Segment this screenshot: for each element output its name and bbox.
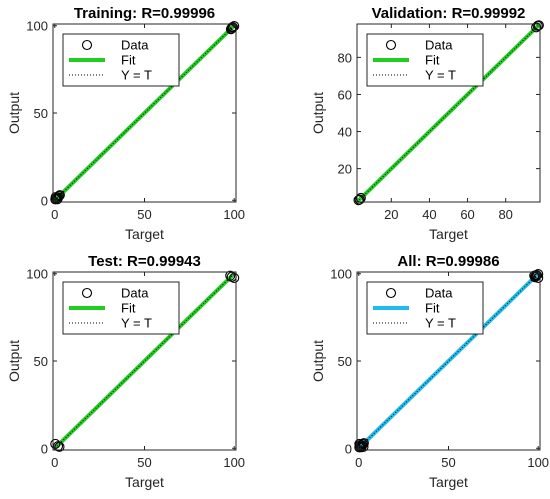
y-tick-label: 40 xyxy=(338,125,352,140)
data-point xyxy=(54,190,65,201)
x-tick-label: 60 xyxy=(460,207,474,222)
x-axis-label: Target xyxy=(429,474,468,490)
y-tick-label: 80 xyxy=(338,50,352,65)
legend-entry: Data xyxy=(121,286,149,301)
legend-data-marker xyxy=(385,287,397,299)
x-tick-label: 0 xyxy=(51,207,58,222)
x-tick-label: 80 xyxy=(498,207,512,222)
subplot-4: All: R=0.99986 0 50 100 0 50 100 Target Output Da… xyxy=(310,253,549,490)
legend-data-marker xyxy=(81,39,93,51)
legend-data-marker xyxy=(81,287,93,299)
data-point xyxy=(531,22,542,33)
y-equals-t-line xyxy=(356,23,541,203)
x-tick-label: 50 xyxy=(137,207,151,222)
subplot-3: Test: R=0.99943 0 50 100 0 50 100 Target Output D… xyxy=(6,253,245,490)
axes-box xyxy=(356,23,541,203)
data-point xyxy=(358,438,369,449)
x-axis-label: Target xyxy=(125,226,164,242)
y-tick-label: 0 xyxy=(345,441,352,456)
x-tick-label: 100 xyxy=(223,455,245,470)
y-tick-label: 100 xyxy=(26,19,48,34)
legend-entry: Y = T xyxy=(425,68,456,83)
legend-entry: Fit xyxy=(121,301,136,316)
y-tick-label: 0 xyxy=(41,441,48,456)
legend-entry: Y = T xyxy=(425,316,456,331)
y-tick-label: 60 xyxy=(338,87,352,102)
x-tick-label: 50 xyxy=(137,455,151,470)
legend-entry: Fit xyxy=(425,301,440,316)
subplot-1: Training: R=0.99996 0 50 100 0 50 100 Target Out… xyxy=(6,5,245,242)
chart-title: All: R=0.99986 xyxy=(397,253,499,270)
x-tick-label: 0 xyxy=(51,455,58,470)
x-tick-label: 100 xyxy=(223,207,245,222)
y-tick-label: 20 xyxy=(338,162,352,177)
y-axis-label: Output xyxy=(310,340,326,382)
legend-entry: Data xyxy=(425,286,453,301)
fit-line xyxy=(53,272,236,450)
y-axis-label: Output xyxy=(310,92,326,134)
fit-line xyxy=(357,272,540,450)
y-tick-label: 100 xyxy=(26,267,48,282)
y-tick-label: 100 xyxy=(330,267,352,282)
chart-title: Validation: R=0.99992 xyxy=(372,5,526,22)
legend-entry: Fit xyxy=(121,53,136,68)
y-axis-label: Output xyxy=(6,340,22,382)
legend-entry: Y = T xyxy=(121,68,152,83)
data-point xyxy=(533,20,544,31)
legend-data-marker xyxy=(385,39,397,51)
x-tick-label: 20 xyxy=(384,207,398,222)
y-tick-label: 50 xyxy=(34,106,48,121)
x-tick-label: 0 xyxy=(355,455,362,470)
x-tick-label: 100 xyxy=(527,455,549,470)
chart-title: Training: R=0.99996 xyxy=(74,5,215,22)
x-tick-label: 50 xyxy=(441,455,455,470)
x-axis-label: Target xyxy=(429,226,468,242)
legend-entry: Y = T xyxy=(121,316,152,331)
chart-title: Test: R=0.99943 xyxy=(88,253,201,270)
data-point xyxy=(354,194,365,205)
x-axis-label: Target xyxy=(125,474,164,490)
y-axis-label: Output xyxy=(6,92,22,134)
fit-line xyxy=(53,24,236,202)
data-point xyxy=(229,21,240,32)
legend-entry: Data xyxy=(425,38,453,53)
data-point xyxy=(227,22,238,33)
y-tick-label: 50 xyxy=(338,354,352,369)
y-tick-label: 50 xyxy=(34,354,48,369)
legend-entry: Fit xyxy=(425,53,440,68)
x-tick-label: 40 xyxy=(422,207,436,222)
y-tick-label: 0 xyxy=(41,193,48,208)
data-point xyxy=(225,24,237,35)
subplot-2: Validation: R=0.99992 20 40 60 80 20 40 60 80 Tar… xyxy=(310,5,544,242)
legend-entry: Data xyxy=(121,38,149,53)
